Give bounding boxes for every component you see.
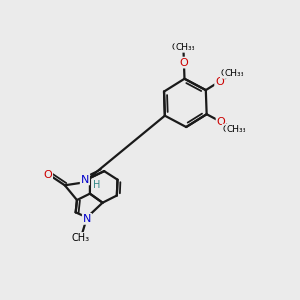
- Text: O: O: [44, 169, 52, 180]
- Text: CH₃: CH₃: [224, 69, 241, 78]
- Text: CH₃: CH₃: [226, 124, 243, 134]
- Text: O: O: [180, 58, 188, 68]
- Text: N: N: [83, 214, 91, 224]
- Text: N: N: [81, 175, 89, 184]
- Text: OCH₃: OCH₃: [221, 69, 244, 78]
- Text: O: O: [217, 117, 225, 127]
- Text: CH₃: CH₃: [175, 43, 192, 52]
- Text: OCH₃: OCH₃: [223, 124, 246, 134]
- Text: OCH₃: OCH₃: [172, 43, 195, 52]
- Text: H: H: [93, 180, 100, 190]
- Text: CH₃: CH₃: [72, 233, 90, 243]
- Text: O: O: [215, 76, 224, 86]
